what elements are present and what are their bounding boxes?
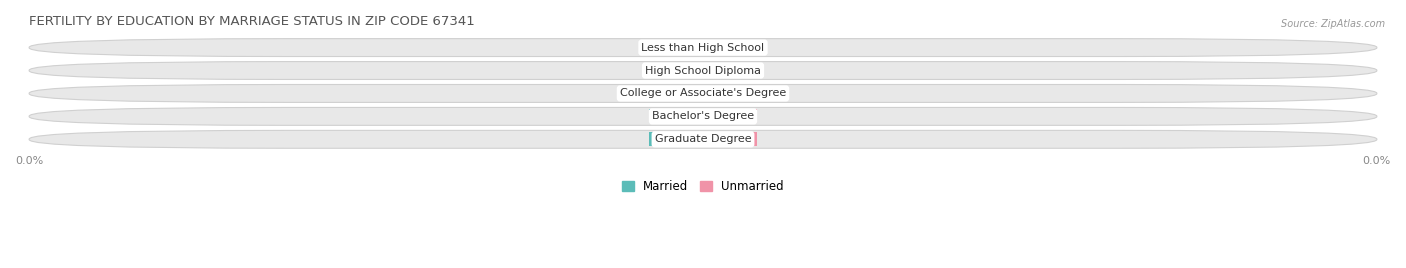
Text: 0.0%: 0.0% [662,111,689,121]
FancyBboxPatch shape [30,130,1376,148]
Bar [650,40,703,55]
Bar [703,40,756,55]
FancyBboxPatch shape [30,62,1376,79]
Text: 0.0%: 0.0% [662,43,689,53]
Legend: Married, Unmarried: Married, Unmarried [621,180,785,193]
Text: Graduate Degree: Graduate Degree [655,134,751,144]
Text: 0.0%: 0.0% [662,134,689,144]
Bar [650,64,703,78]
Bar [703,132,756,146]
FancyBboxPatch shape [30,84,1376,102]
Bar [703,109,756,124]
Text: 0.0%: 0.0% [717,65,744,76]
Text: 0.0%: 0.0% [717,134,744,144]
Text: 0.0%: 0.0% [662,65,689,76]
Text: 0.0%: 0.0% [717,88,744,98]
Text: 0.0%: 0.0% [717,111,744,121]
Text: FERTILITY BY EDUCATION BY MARRIAGE STATUS IN ZIP CODE 67341: FERTILITY BY EDUCATION BY MARRIAGE STATU… [30,15,475,28]
Text: High School Diploma: High School Diploma [645,65,761,76]
Text: College or Associate's Degree: College or Associate's Degree [620,88,786,98]
Text: Source: ZipAtlas.com: Source: ZipAtlas.com [1281,19,1385,29]
Bar [703,86,756,100]
FancyBboxPatch shape [30,39,1376,57]
Bar [650,86,703,100]
Text: 0.0%: 0.0% [662,88,689,98]
Bar [650,109,703,124]
FancyBboxPatch shape [30,107,1376,125]
Text: 0.0%: 0.0% [717,43,744,53]
Text: Less than High School: Less than High School [641,43,765,53]
Bar [703,64,756,78]
Bar [650,132,703,146]
Text: Bachelor's Degree: Bachelor's Degree [652,111,754,121]
